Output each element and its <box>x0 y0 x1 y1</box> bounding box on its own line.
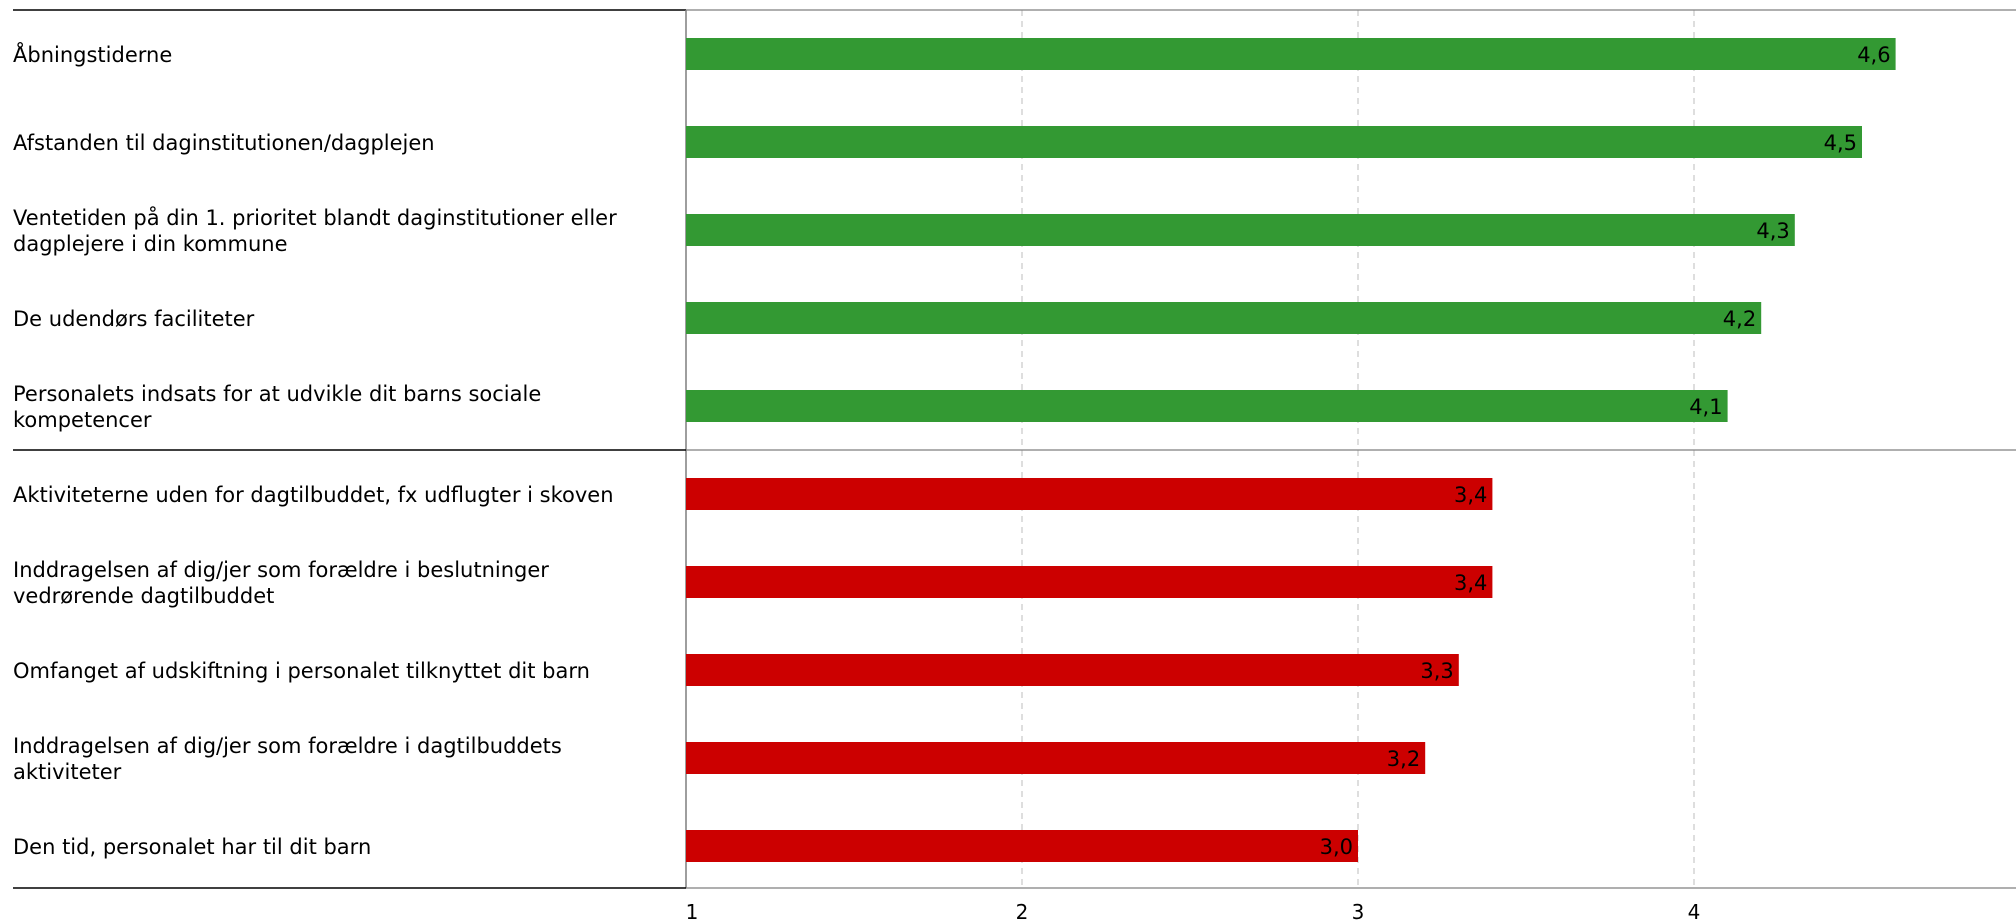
bar-high <box>686 38 1896 70</box>
category-label: aktiviteter <box>13 760 122 784</box>
category-label: Ventetiden på din 1. prioritet blandt da… <box>13 205 617 230</box>
category-label: Afstanden til daginstitutionen/dagplejen <box>13 131 435 155</box>
data-label: 3,2 <box>1387 747 1420 771</box>
data-label: 3,0 <box>1320 835 1353 859</box>
data-label: 4,1 <box>1689 395 1722 419</box>
bar-low <box>686 566 1493 598</box>
x-tick-label: 4 <box>1688 900 1701 921</box>
category-label: Omfanget af udskiftning i personalet til… <box>13 659 590 683</box>
data-label: 3,4 <box>1454 483 1487 507</box>
category-label: De udendørs faciliteter <box>13 307 255 331</box>
category-label: Personalets indsats for at udvikle dit b… <box>13 382 541 406</box>
bar-high <box>686 302 1762 334</box>
category-label: dagplejere i din kommune <box>13 232 288 256</box>
category-label: kompetencer <box>13 408 152 432</box>
data-label: 3,4 <box>1454 571 1487 595</box>
bar-low <box>686 742 1426 774</box>
bar-low <box>686 654 1459 686</box>
x-tick-label: 2 <box>1016 900 1029 921</box>
data-label: 3,3 <box>1420 659 1453 683</box>
bar-high <box>686 214 1795 246</box>
x-tick-label: 1 <box>686 900 699 921</box>
bar-low <box>686 478 1493 510</box>
category-label: Aktiviteterne uden for dagtilbuddet, fx … <box>13 483 614 507</box>
data-label: 4,2 <box>1723 307 1756 331</box>
data-label: 4,6 <box>1857 43 1890 67</box>
category-label: Inddragelsen af dig/jer som forældre i d… <box>13 734 562 758</box>
x-tick-label: 3 <box>1352 900 1365 921</box>
category-label: Den tid, personalet har til dit barn <box>13 835 371 859</box>
category-label: vedrørende dagtilbuddet <box>13 584 274 608</box>
data-label: 4,3 <box>1756 219 1789 243</box>
category-label: Inddragelsen af dig/jer som forældre i b… <box>13 558 549 582</box>
category-label: Åbningstiderne <box>13 41 172 67</box>
bar-high <box>686 126 1862 158</box>
bar-high <box>686 390 1728 422</box>
data-label: 4,5 <box>1824 131 1857 155</box>
bar-low <box>686 830 1358 862</box>
